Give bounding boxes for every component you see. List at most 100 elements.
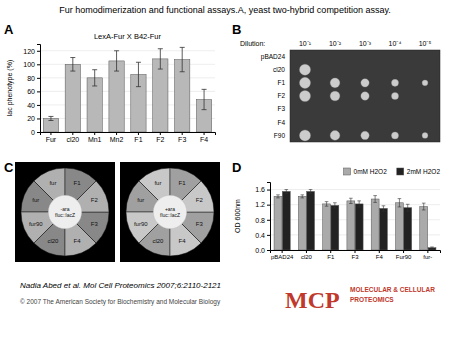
slice-label: fur — [137, 197, 144, 203]
tick-label: 120 — [23, 48, 35, 55]
row-label: cl20 — [273, 66, 285, 73]
grid-line — [270, 189, 440, 190]
bar — [379, 208, 387, 250]
tick: 0.4 — [255, 232, 270, 239]
slice-label: fur90 — [29, 221, 43, 227]
error-bar — [406, 204, 410, 211]
subtitle: LexA-Fur X B42-Fur — [94, 32, 162, 41]
spot — [299, 77, 310, 88]
bar — [298, 196, 306, 250]
tick-mark — [355, 250, 356, 253]
column-label: 10⁻² — [329, 40, 342, 47]
column-label: 10⁻¹ — [299, 40, 312, 47]
tick: cl20 — [301, 250, 313, 260]
column-label: 10⁻⁴ — [389, 40, 402, 47]
annotation: Nadia Abed et al. Mol Cell Proteomics 20… — [20, 281, 221, 290]
slice-label: F1 — [179, 180, 187, 186]
tick-mark — [330, 250, 331, 253]
tick-label: 0.4 — [255, 232, 265, 239]
tick-mark — [427, 250, 428, 253]
tick-mark — [72, 132, 73, 135]
tick: F4 — [200, 132, 208, 143]
slice-label: F2 — [196, 197, 204, 203]
tick-mark — [204, 132, 205, 135]
legend-label: 2mM H2O2 — [407, 168, 441, 175]
pie-center — [153, 195, 186, 228]
plate — [290, 50, 440, 142]
spot — [330, 131, 340, 141]
x-axis: pBAD24cl20F1F3F4Fur90fur- — [271, 250, 441, 260]
legend-item: 0mM H2O2 — [344, 168, 388, 175]
error-bar — [382, 206, 386, 211]
error-bar — [276, 195, 280, 198]
center-text: +arafluc::lacZ — [160, 206, 180, 218]
tick: 40 — [27, 102, 40, 109]
pie-background — [120, 162, 220, 262]
tick-label: F1 — [134, 136, 142, 143]
tick: 80 — [27, 75, 40, 82]
error-bar — [430, 247, 434, 249]
tick-label: 100 — [23, 61, 35, 68]
error-bar — [158, 49, 163, 69]
annotation: © 2007 The American Society for Biochemi… — [20, 298, 221, 306]
legend-swatch — [397, 168, 404, 175]
tick-label: 0.0 — [255, 247, 265, 254]
spot — [391, 79, 398, 86]
spot — [361, 131, 369, 139]
tick: 60 — [27, 88, 40, 95]
tick: F3 — [351, 250, 359, 260]
tick-mark — [379, 250, 380, 253]
tick-mark — [138, 132, 139, 135]
bar — [282, 191, 290, 250]
error-bar — [48, 116, 53, 120]
tick-label: 40 — [27, 102, 35, 109]
tick-label: 0.8 — [255, 217, 265, 224]
tick: Fur — [46, 132, 57, 143]
tick-mark — [37, 105, 40, 106]
bar — [371, 199, 379, 250]
error-bar — [300, 195, 304, 198]
row-label: F4 — [277, 119, 285, 126]
grid — [40, 51, 215, 132]
column-label: 10⁻⁵ — [419, 40, 432, 47]
tick-label: Fur — [46, 136, 57, 143]
tick: 120 — [23, 48, 40, 55]
spot — [422, 133, 428, 139]
pie-center — [48, 195, 81, 228]
tick: cl20 — [66, 132, 79, 143]
tick: 0.0 — [255, 247, 270, 254]
tick-mark — [37, 51, 40, 52]
slice-label: F4 — [74, 238, 82, 244]
tick: Fur90 — [396, 250, 412, 260]
bar — [355, 204, 363, 250]
tick-label: 20 — [27, 115, 35, 122]
panel-label: C — [4, 160, 14, 175]
tick: F3 — [178, 132, 186, 143]
tick: F2 — [156, 132, 164, 143]
error-bar — [422, 203, 426, 210]
tick: 20 — [27, 115, 40, 122]
tick-label: 0 — [31, 129, 35, 136]
plot-area — [43, 47, 211, 132]
row-label: F3 — [277, 105, 285, 112]
tick-label: Mn2 — [110, 136, 124, 143]
tick-mark — [267, 190, 270, 191]
legend-item: 2mM H2O2 — [397, 168, 441, 175]
tick-label: F3 — [178, 136, 186, 143]
grid-line — [40, 50, 215, 51]
legend-label: 0mM H2O2 — [354, 168, 388, 175]
tick-mark — [306, 250, 307, 253]
error-bar — [92, 70, 97, 86]
bar — [420, 207, 428, 250]
tick-mark — [267, 235, 270, 236]
bar — [153, 59, 168, 132]
tick-mark — [160, 132, 161, 135]
tick-label: 60 — [27, 88, 35, 95]
bar — [428, 248, 436, 250]
tick-mark — [267, 250, 270, 251]
slice-label: fur — [32, 197, 39, 203]
spot — [391, 132, 398, 139]
slice-label: F2 — [91, 197, 99, 203]
tick: F1 — [134, 132, 142, 143]
tick-mark — [37, 118, 40, 119]
